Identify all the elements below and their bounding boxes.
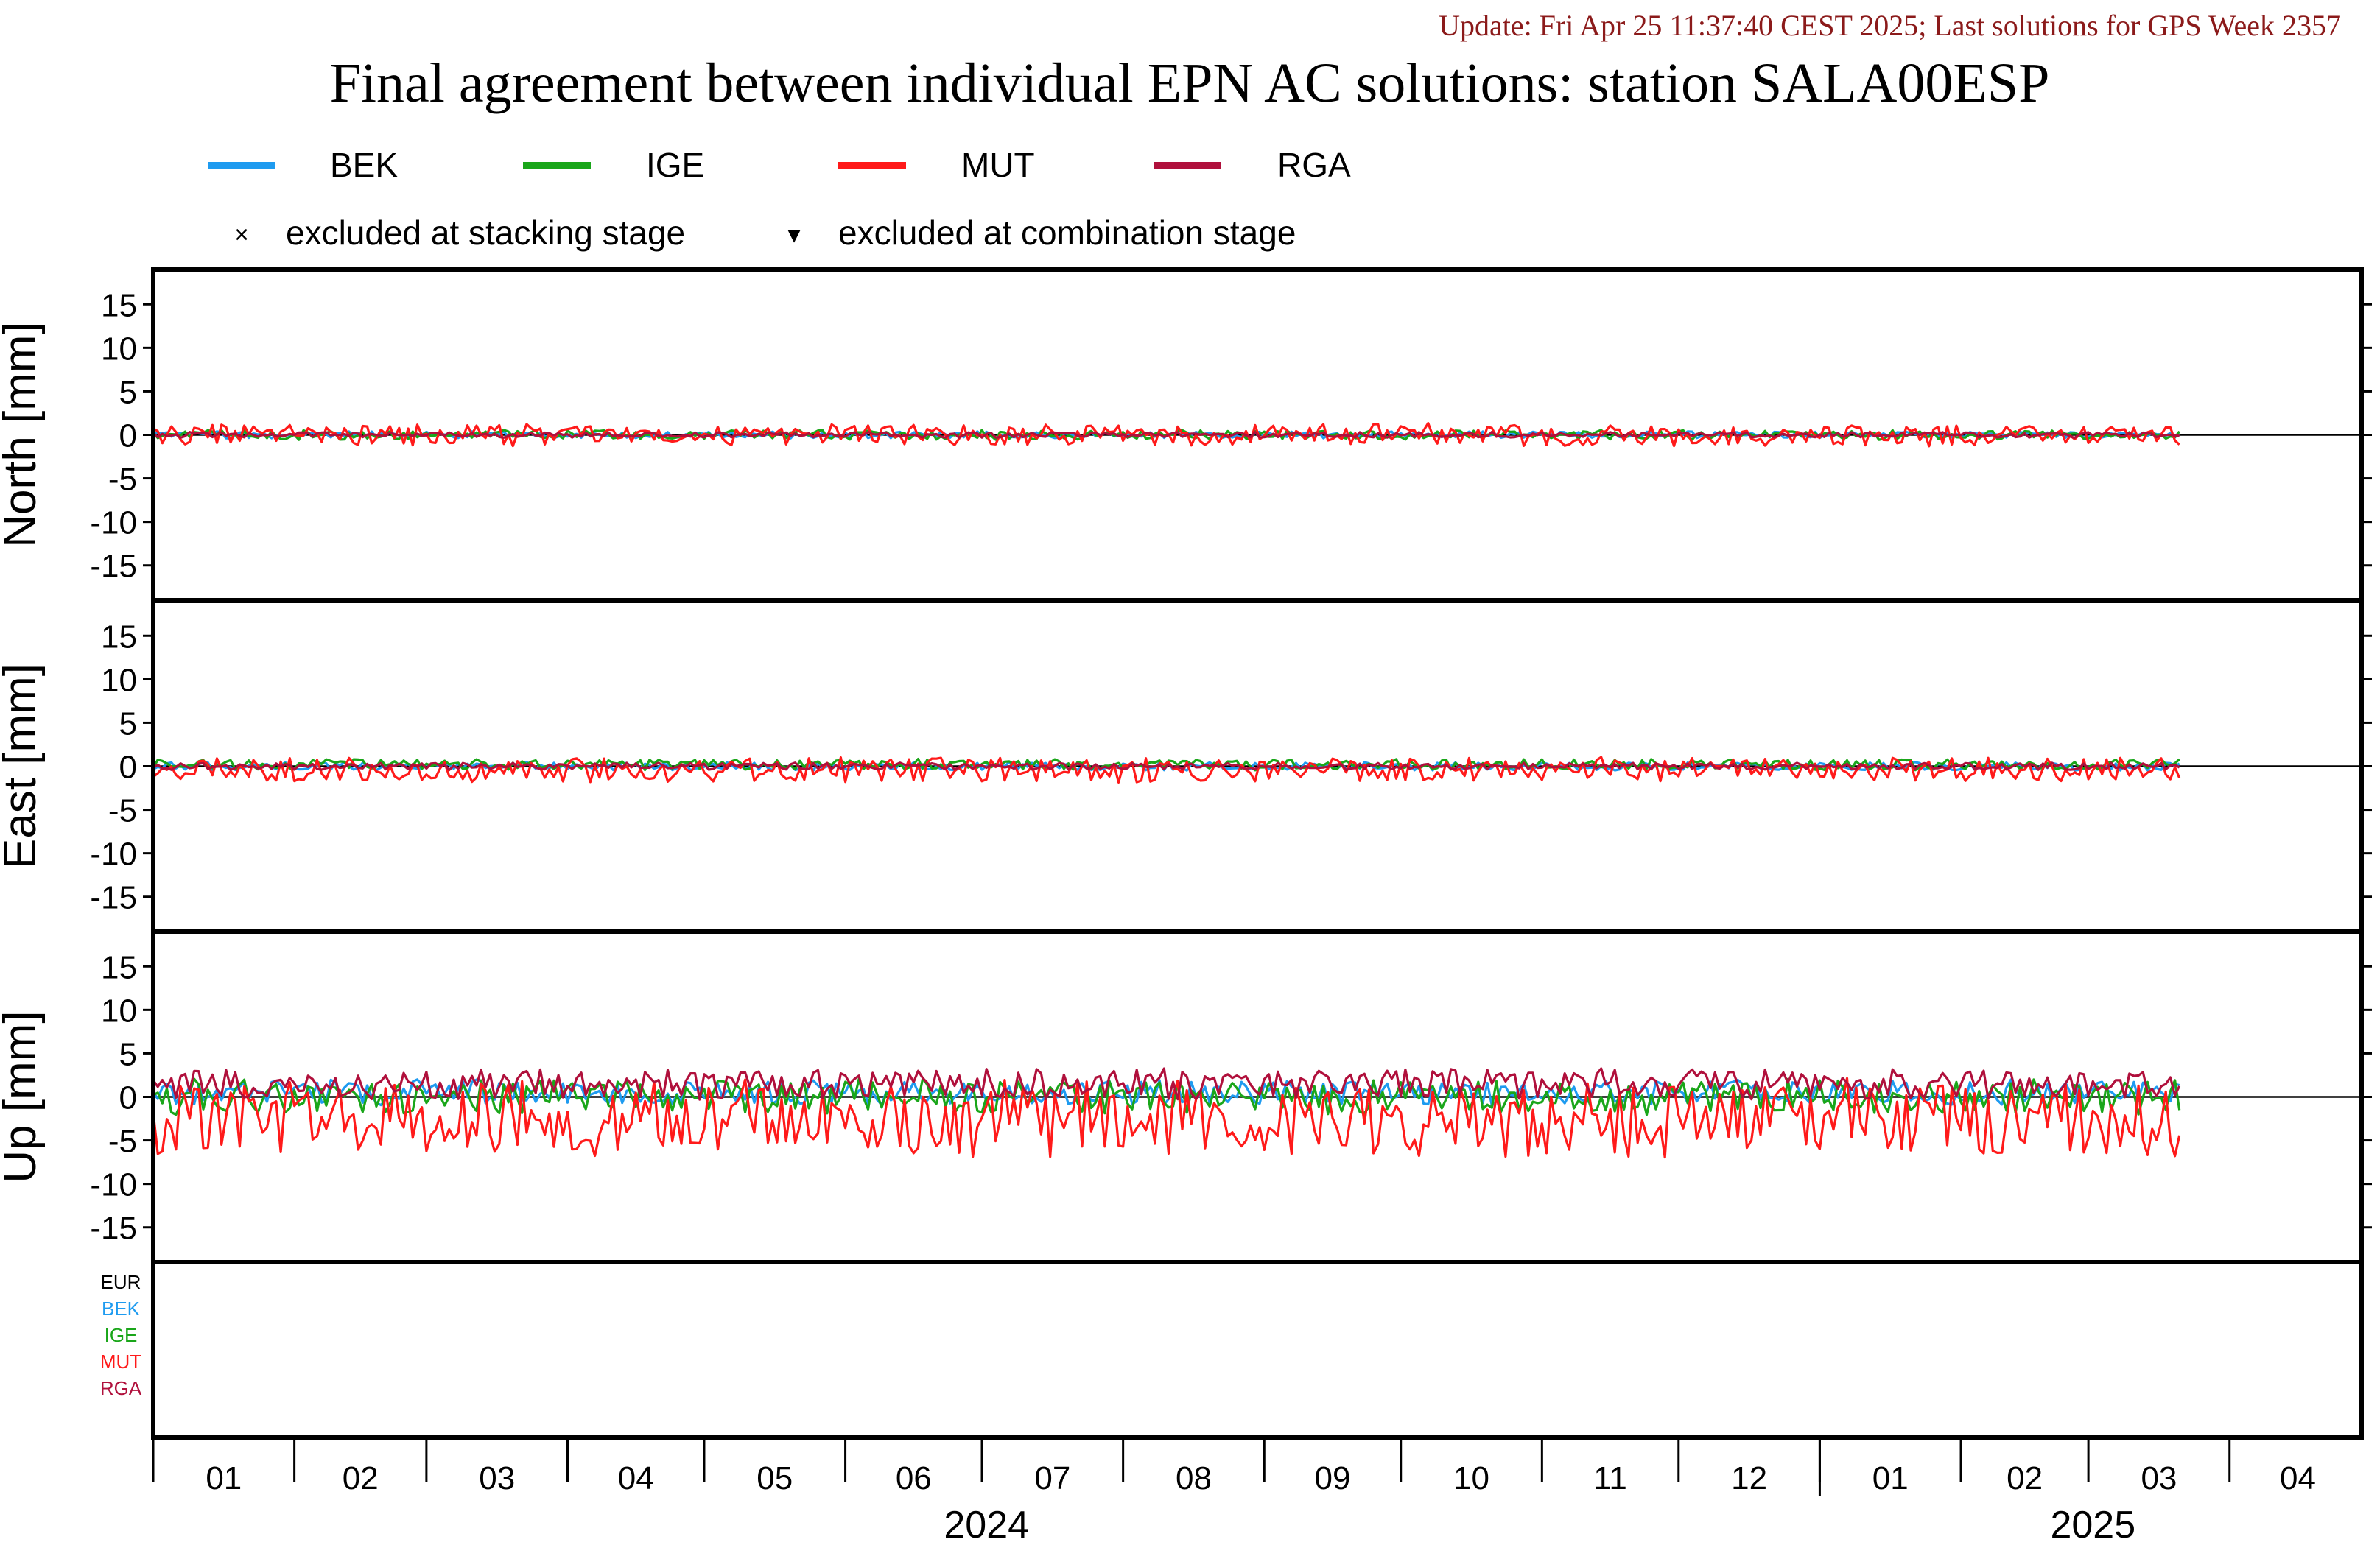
excluded-stacking-label: excluded at stacking stage	[286, 214, 685, 252]
legend-label-mut: MUT	[961, 146, 1035, 184]
month-label: 11	[1593, 1460, 1627, 1496]
status-label-rga: RGA	[100, 1377, 142, 1399]
year-label: 2025	[2050, 1504, 2135, 1545]
ytick-label-east: 10	[101, 662, 137, 698]
status-label-eur: EUR	[101, 1271, 141, 1293]
legend-entry-mut: MUT	[838, 146, 1035, 184]
month-label: 08	[1176, 1460, 1212, 1496]
series-mut-north	[152, 421, 2180, 448]
legend-swatch-rga	[1154, 162, 1221, 169]
panel-east: 15 10 5 0 -5 -10 -15 East [mm]	[0, 599, 2372, 934]
ytick-label-north: 5	[119, 374, 137, 410]
month-label: 02	[343, 1460, 379, 1496]
series-bek-up	[152, 1078, 2180, 1107]
month-label: 04	[2280, 1460, 2316, 1496]
legend-label-ige: IGE	[646, 146, 704, 184]
status-label-bek: BEK	[102, 1298, 141, 1320]
legend-label-bek: BEK	[330, 146, 398, 184]
panels: 15 10 5 0 -5 -10 -15 North [mm] 15 10 5 0 -5 -10 -15 Ea…	[0, 267, 2372, 1264]
excluded-combination-marker-icon: ▾	[787, 221, 800, 249]
month-label: 03	[2141, 1460, 2177, 1496]
ytick-label-east: 15	[101, 619, 137, 655]
month-label: 10	[1453, 1460, 1489, 1496]
month-label: 06	[896, 1460, 932, 1496]
month-label: 07	[1034, 1460, 1070, 1496]
legend-swatch-bek	[208, 162, 275, 169]
legend-entry-rga: RGA	[1154, 146, 1351, 184]
month-label: 02	[2007, 1460, 2043, 1496]
status-panel-frame	[151, 1260, 2364, 1440]
time-axis: 01 02 03 04 05 06 07 08 09 10 11 12 01 02 03 04 2024 2025	[152, 1436, 2362, 1545]
ytick-label-north: -5	[108, 462, 137, 498]
month-label: 01	[1872, 1460, 1909, 1496]
status-label-ige: IGE	[105, 1324, 138, 1346]
ytick-label-north: 0	[119, 418, 137, 454]
ylabel-east: East [mm]	[0, 664, 46, 869]
legend-label-rga: RGA	[1277, 146, 1351, 184]
ytick-label-up: 15	[101, 949, 137, 985]
month-label: 12	[1731, 1460, 1767, 1496]
month-label: 04	[618, 1460, 654, 1496]
ylabel-up: Up [mm]	[0, 1010, 46, 1183]
ytick-label-up: 5	[119, 1036, 137, 1072]
chart-title: Final agreement between individual EPN A…	[330, 52, 2050, 114]
series-rga-north	[152, 430, 2180, 440]
ytick-label-north: -10	[90, 505, 137, 541]
series-mut-up	[152, 1077, 2181, 1159]
month-label: 05	[757, 1460, 793, 1496]
month-label: 01	[206, 1460, 242, 1496]
status-panel: EUR BEK IGE MUT RGA	[100, 1260, 2364, 1440]
ytick-label-east: -10	[90, 837, 137, 873]
excluded-stacking-marker-icon: ×	[234, 221, 249, 249]
update-text: Update: Fri Apr 25 11:37:40 CEST 2025; L…	[1439, 9, 2341, 42]
month-label: 09	[1315, 1460, 1351, 1496]
ytick-label-up: 0	[119, 1080, 137, 1116]
series-rga-up	[152, 1067, 2181, 1101]
year-label: 2024	[944, 1504, 1029, 1545]
ytick-label-north: 15	[101, 287, 137, 323]
excluded-combination-label: excluded at combination stage	[838, 214, 1296, 252]
ylabel-north: North [mm]	[0, 322, 46, 548]
ytick-label-north: -15	[90, 549, 137, 585]
legend-swatch-mut	[838, 162, 906, 169]
legend-marker-stacking: × excluded at stacking stage	[234, 214, 685, 252]
legend-swatch-ige	[523, 162, 591, 169]
series-rga-east	[152, 761, 2180, 772]
ytick-label-east: 0	[119, 750, 137, 786]
series-mut-east	[152, 756, 2181, 784]
legend: BEK IGE MUT RGA × excluded at stacking s…	[208, 146, 1351, 252]
status-label-mut: MUT	[100, 1351, 141, 1373]
ytick-label-east: -15	[90, 880, 137, 916]
legend-entry-ige: IGE	[523, 146, 704, 184]
ytick-label-up: -5	[108, 1124, 137, 1160]
ytick-label-north: 10	[101, 331, 137, 367]
ytick-label-up: 10	[101, 993, 137, 1029]
legend-marker-combination: ▾ excluded at combination stage	[787, 214, 1296, 252]
ytick-label-up: -10	[90, 1167, 137, 1203]
ytick-label-east: 5	[119, 705, 137, 742]
ytick-label-up: -15	[90, 1211, 137, 1247]
panel-up: 15 10 5 0 -5 -10 -15 Up [mm]	[0, 929, 2372, 1264]
legend-entry-bek: BEK	[208, 146, 398, 184]
panel-north: 15 10 5 0 -5 -10 -15 North [mm]	[0, 267, 2372, 602]
ytick-label-east: -5	[108, 793, 137, 829]
series-ige-up	[152, 1077, 2181, 1116]
month-label: 03	[479, 1460, 515, 1496]
